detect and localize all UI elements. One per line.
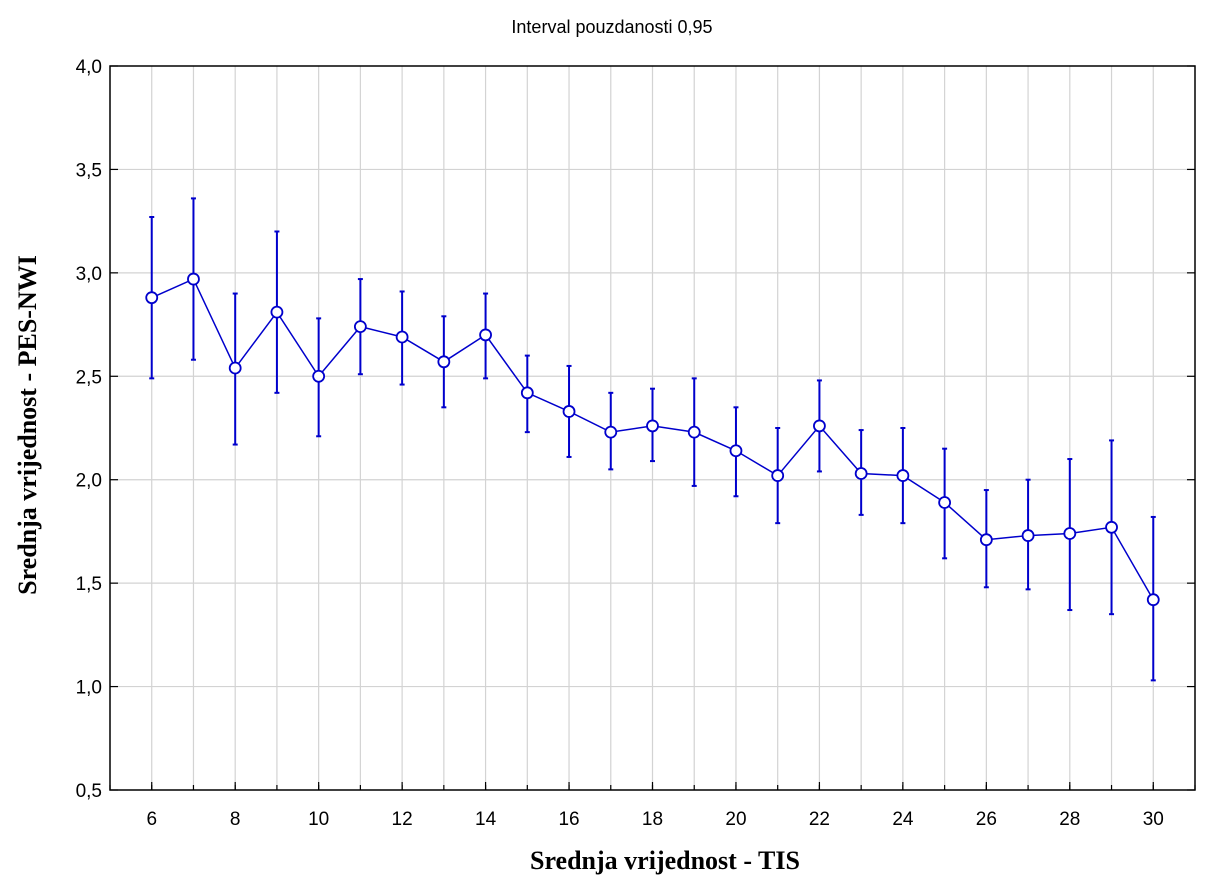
x-tick-label: 16 bbox=[558, 809, 579, 830]
y-tick-label: 2,0 bbox=[76, 471, 102, 492]
data-point bbox=[437, 355, 451, 369]
x-tick-label: 10 bbox=[308, 809, 329, 830]
data-point bbox=[771, 469, 785, 482]
data-point bbox=[353, 320, 367, 334]
data-point bbox=[562, 405, 576, 418]
data-point bbox=[395, 330, 409, 344]
x-tick-label: 12 bbox=[392, 809, 413, 830]
data-point bbox=[938, 496, 952, 509]
series-1 bbox=[145, 197, 1160, 682]
data-point bbox=[896, 469, 910, 482]
data-point bbox=[270, 305, 284, 319]
data-point bbox=[312, 369, 326, 383]
y-tick-label: 1,0 bbox=[76, 678, 102, 699]
x-tick-label: 6 bbox=[146, 809, 157, 830]
data-point bbox=[979, 533, 993, 547]
x-tick-label: 18 bbox=[642, 809, 663, 830]
data-point bbox=[145, 291, 159, 305]
y-axis: 0,5 1,0 1,5 2,0 2,5 3,0 3,5 4,0 bbox=[76, 57, 1195, 802]
data-point bbox=[813, 419, 826, 433]
y-tick-label: 2,5 bbox=[76, 367, 102, 388]
data-point bbox=[687, 425, 701, 439]
x-tick-label: 20 bbox=[725, 809, 746, 830]
data-point bbox=[479, 328, 492, 342]
y-tick-label: 1,5 bbox=[76, 574, 102, 595]
data-point bbox=[228, 361, 242, 375]
y-tick-label: 3,5 bbox=[76, 160, 102, 181]
data-point bbox=[1063, 527, 1077, 540]
x-tick-label: 30 bbox=[1143, 809, 1164, 830]
data-point bbox=[646, 419, 659, 433]
x-tick-label: 22 bbox=[809, 809, 830, 830]
data-point bbox=[520, 386, 534, 400]
x-tick-label: 24 bbox=[892, 809, 914, 830]
x-axis: 6 8 10 12 14 16 18 20 22 24 26 28 30 bbox=[109, 782, 1196, 830]
x-axis-label: Srednja vrijednost - TIS bbox=[530, 846, 800, 875]
x-tick-label: 8 bbox=[230, 809, 241, 830]
x-tick-label: 14 bbox=[475, 809, 497, 830]
y-tick-label: 4,0 bbox=[76, 57, 102, 78]
y-tick-label: 0,5 bbox=[76, 781, 102, 802]
data-point bbox=[187, 272, 200, 286]
data-point bbox=[1021, 529, 1035, 542]
x-tick-label: 26 bbox=[976, 809, 997, 830]
data-point bbox=[1105, 520, 1118, 534]
data-point bbox=[604, 425, 618, 439]
data-point bbox=[729, 444, 743, 458]
data-point bbox=[854, 467, 868, 480]
x-tick-label: 28 bbox=[1059, 809, 1080, 830]
y-tick-label: 3,0 bbox=[76, 264, 102, 285]
chart-title: Interval pouzdanosti 0,95 bbox=[511, 17, 712, 37]
data-point bbox=[1146, 593, 1160, 607]
y-axis-label: Srednja vrijednost - PES-NWI bbox=[13, 255, 42, 595]
